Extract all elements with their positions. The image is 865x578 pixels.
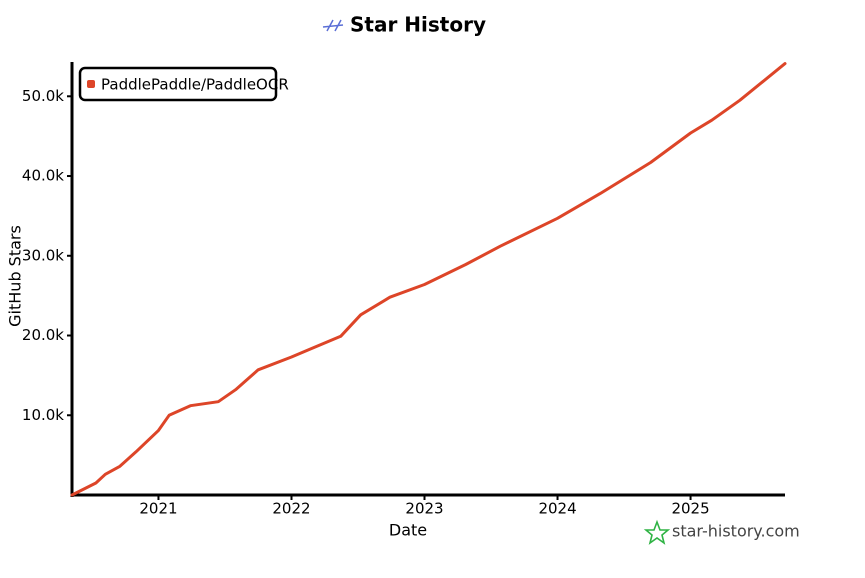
chart-title: Star History: [350, 13, 486, 37]
x-tick-label: 2023: [405, 500, 443, 518]
x-tick-label: 2025: [671, 500, 709, 518]
y-tick-label: 20.0k: [22, 326, 64, 344]
y-tick-label: 10.0k: [22, 406, 64, 424]
legend-box: [78, 66, 278, 102]
legend-swatch: [87, 80, 95, 88]
y-tick-label: 50.0k: [22, 87, 64, 105]
x-axis-label: Date: [389, 521, 427, 540]
y-axis-label: GitHub Stars: [6, 225, 25, 327]
title-icon: [322, 19, 344, 32]
x-tick-label: 2022: [272, 500, 310, 518]
watermark: star-history.com: [672, 522, 800, 541]
series-line: [70, 62, 787, 497]
legend-label: PaddlePaddle/PaddleOCR: [101, 76, 289, 94]
x-tick-label: 2021: [139, 500, 177, 518]
y-tick-label: 40.0k: [22, 167, 64, 185]
y-tick-label: 30.0k: [22, 246, 64, 264]
x-tick-label: 2024: [538, 500, 576, 518]
watermark-icon: [643, 519, 671, 545]
